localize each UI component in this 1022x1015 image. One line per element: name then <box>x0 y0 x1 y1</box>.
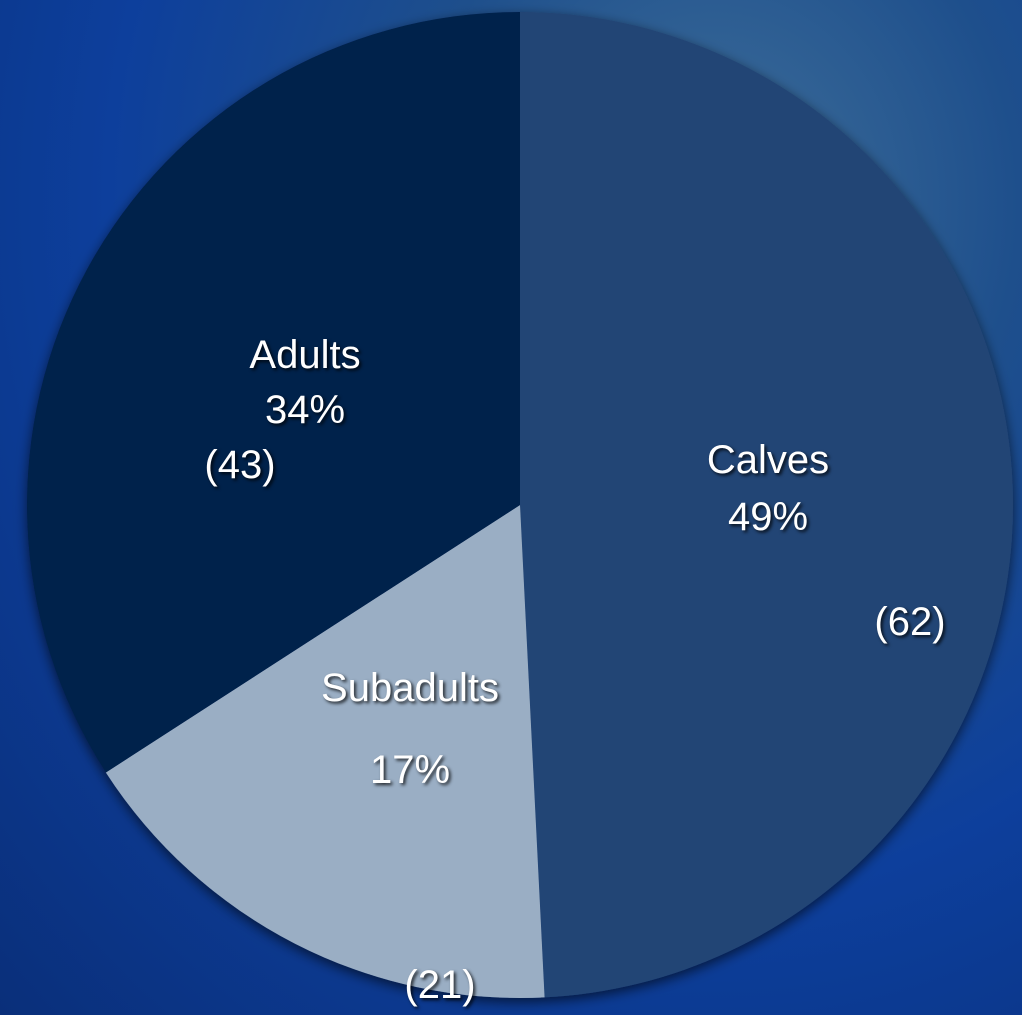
slice-percent-label: 49% <box>727 495 809 539</box>
slice-count-label: (43) <box>204 443 276 487</box>
pie <box>27 12 1013 998</box>
slice-count-label: (21) <box>404 963 476 1007</box>
pie-slice <box>105 505 545 998</box>
pie-slice <box>520 12 1013 998</box>
slice-category-label: Adults <box>249 333 361 377</box>
pie-slice <box>27 12 521 773</box>
slice-category-label: Calves <box>706 438 830 482</box>
slice-category-label: Subadults <box>321 666 499 710</box>
slice-percent-label: 17% <box>369 748 451 792</box>
slice-percent-label: 34% <box>264 388 346 432</box>
slice-count-label: (62) <box>874 600 946 644</box>
